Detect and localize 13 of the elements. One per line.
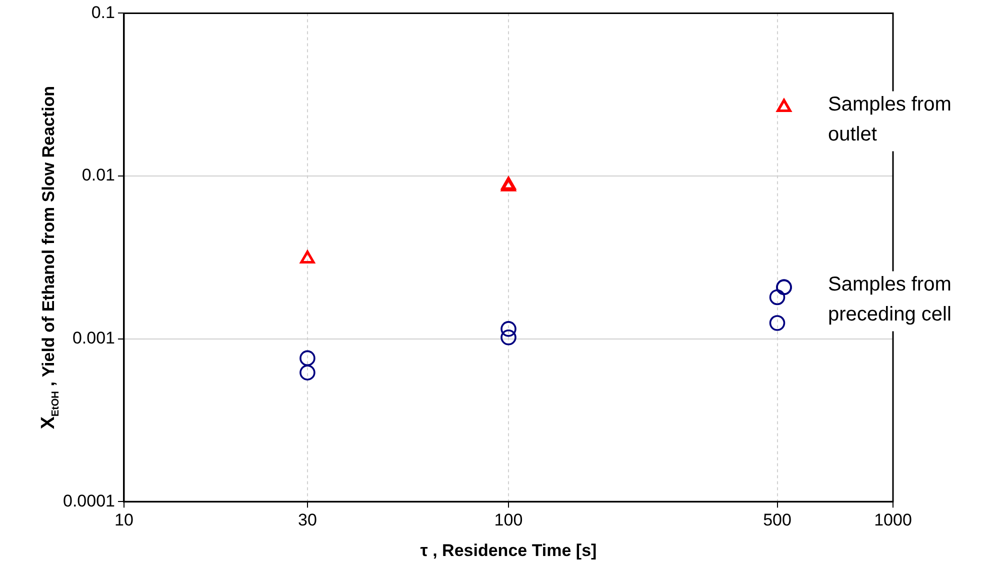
x-tick-label: 30 (298, 510, 317, 530)
y-tick-label: 0.0001 (62, 491, 115, 510)
x-axis-title: τ , Residence Time [s] (420, 541, 597, 560)
legend-label: Samples from preceding cell (828, 274, 952, 326)
y-tick-label: 0.001 (72, 328, 115, 348)
x-tick-label: 1000 (874, 510, 912, 530)
y-tick-label: 0.1 (91, 2, 115, 22)
legend-label: Samples from outlet (828, 94, 952, 146)
y-tick-label: 0.01 (82, 166, 115, 185)
y-axis-title: XEtOH , Yield of Ethanol from Slow Reaction (38, 86, 62, 430)
x-tick-label: 500 (763, 510, 792, 530)
x-tick-label: 100 (494, 510, 523, 530)
x-tick-label: 10 (114, 510, 134, 530)
